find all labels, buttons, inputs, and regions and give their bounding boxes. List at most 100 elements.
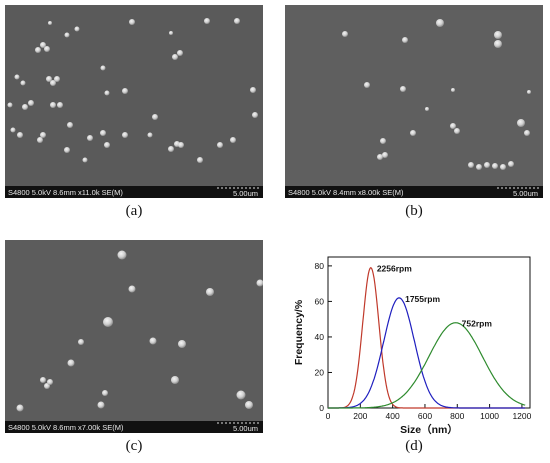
particle (169, 31, 173, 35)
series-label: 2256rpm (377, 264, 412, 274)
particle (35, 47, 41, 53)
particle (492, 163, 498, 169)
particle (104, 90, 110, 96)
particle (382, 152, 388, 158)
scale-label-c: 5.00um (233, 424, 258, 433)
particle (454, 128, 460, 134)
particle (250, 87, 256, 93)
sem-micrograph-c: S4800 5.0kV 8.6mm x7.00k SE(M) 5.00um (5, 240, 263, 433)
particle (484, 162, 490, 168)
particle (28, 100, 34, 106)
particle (47, 379, 53, 385)
x-tick-label: 800 (450, 411, 464, 421)
particle (14, 74, 20, 80)
particle (410, 130, 416, 136)
particle (476, 164, 482, 170)
particle (50, 80, 56, 86)
scale-label-a: 5.00um (233, 189, 258, 198)
y-tick-label: 80 (315, 261, 325, 271)
particle (64, 32, 70, 38)
particle (37, 137, 43, 143)
y-axis-label: Frequency/% (293, 299, 305, 365)
y-tick-label: 40 (315, 332, 325, 342)
sem-micrograph-a: S4800 5.0kV 8.6mm x11.0k SE(M) 5.00um (5, 5, 263, 198)
particle (128, 285, 136, 293)
particle (524, 130, 530, 136)
particle (508, 161, 514, 167)
particle (400, 86, 406, 92)
particle (494, 40, 502, 48)
sem-info-a: S4800 5.0kV 8.6mm x11.0k SE(M) (8, 188, 123, 197)
particle (168, 146, 174, 152)
particle (234, 18, 240, 24)
particle (436, 19, 444, 27)
particle (230, 137, 236, 143)
particle (104, 142, 110, 148)
y-tick-label: 20 (315, 367, 325, 377)
particle (22, 104, 28, 110)
particle (527, 90, 531, 94)
particle (450, 123, 456, 129)
particle (54, 76, 60, 82)
x-tick-label: 0 (326, 411, 331, 421)
particle (451, 88, 455, 92)
particle (468, 162, 474, 168)
series-line (328, 297, 526, 409)
x-tick-label: 400 (386, 411, 400, 421)
particle (97, 401, 105, 409)
particle (206, 288, 214, 296)
particle (10, 127, 16, 133)
particle (40, 377, 46, 383)
x-tick-label: 1000 (480, 411, 499, 421)
particle (377, 154, 383, 160)
sem-info-c: S4800 5.0kV 8.6mm x7.00k SE(M) (8, 423, 124, 432)
particle (236, 390, 246, 400)
particle (500, 164, 506, 170)
y-tick-label: 60 (315, 296, 325, 306)
sem-micrograph-b: S4800 5.0kV 8.4mm x8.00k SE(M) 5.00um (285, 5, 543, 198)
caption-b: (b) (405, 203, 423, 219)
particle (78, 339, 84, 345)
particle (172, 54, 178, 60)
particle (64, 147, 70, 153)
particle (67, 122, 73, 128)
particle (494, 31, 502, 39)
particle (103, 317, 113, 327)
particle (74, 26, 80, 32)
particle (57, 102, 63, 108)
particle (20, 80, 26, 86)
x-tick-label: 600 (418, 411, 432, 421)
particle (48, 21, 52, 25)
particle (217, 142, 223, 148)
particle (100, 130, 106, 136)
caption-a: (a) (125, 203, 143, 219)
y-tick-label: 0 (319, 403, 324, 413)
particle (152, 114, 158, 120)
particle (100, 65, 106, 71)
particle (256, 279, 263, 287)
particle (16, 404, 24, 412)
particle (40, 132, 46, 138)
particle (40, 42, 46, 48)
series-label: 752rpm (462, 319, 493, 329)
particle (171, 376, 179, 384)
particle (245, 401, 253, 409)
caption-d: (d) (405, 438, 423, 454)
particle (149, 337, 157, 345)
particle (342, 31, 348, 37)
caption-c: (c) (125, 438, 143, 454)
particle (252, 112, 258, 118)
sem-info-b: S4800 5.0kV 8.4mm x8.00k SE(M) (288, 188, 404, 197)
particle (204, 18, 210, 24)
particle (82, 157, 88, 163)
chart-svg: 0 200 400 600 800 1000 1200 0 20 40 60 80 Size（nm） Fr… (293, 256, 532, 436)
particle (102, 390, 108, 396)
particle (147, 132, 153, 138)
particle (67, 359, 75, 367)
particle (117, 250, 127, 260)
sem-image-c: S4800 5.0kV 8.6mm x7.00k SE(M) 5.00um (5, 240, 263, 433)
particle (17, 132, 23, 138)
particle (46, 76, 52, 82)
sem-image-a: S4800 5.0kV 8.6mm x11.0k SE(M) 5.00um (5, 5, 263, 198)
particle (122, 88, 128, 94)
